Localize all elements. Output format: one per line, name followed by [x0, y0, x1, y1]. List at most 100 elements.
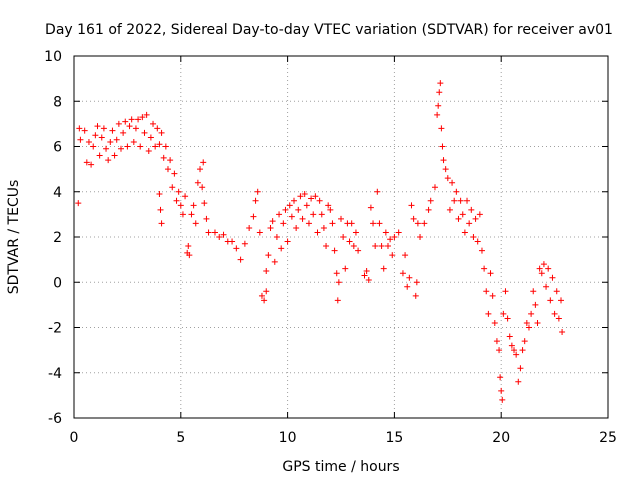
data-point [476, 211, 483, 218]
y-tick-label: 0 [53, 275, 62, 291]
data-point [466, 220, 473, 227]
data-point [517, 365, 524, 372]
data-point [154, 125, 161, 132]
data-point [363, 267, 370, 274]
data-point [278, 245, 285, 252]
data-point [327, 206, 334, 213]
x-tick-label: 10 [279, 430, 297, 446]
data-point [413, 279, 420, 286]
data-point [365, 276, 372, 283]
data-point [444, 175, 451, 182]
data-point [115, 120, 122, 127]
data-point [499, 396, 506, 403]
data-point [559, 329, 566, 336]
data-point [216, 234, 223, 240]
data-point [504, 315, 511, 322]
data-point [107, 138, 114, 145]
data-point [135, 116, 142, 123]
chart-title: Day 161 of 2022, Sidereal Day-to-day VTE… [45, 22, 613, 38]
data-point [314, 229, 321, 236]
data-point [141, 129, 148, 136]
y-tick-label: -4 [48, 366, 62, 382]
data-point [508, 342, 515, 349]
data-point [288, 213, 295, 220]
data-point [464, 197, 471, 204]
data-point [237, 256, 244, 263]
data-point [299, 215, 306, 222]
data-point [558, 297, 565, 304]
data-point [410, 215, 417, 222]
data-point [446, 206, 453, 213]
data-point [461, 229, 468, 236]
data-point [160, 154, 167, 161]
data-point [521, 338, 528, 345]
data-point [395, 229, 402, 236]
data-point [312, 193, 319, 200]
data-point [534, 319, 541, 326]
data-point [496, 347, 503, 354]
data-point [90, 143, 97, 150]
data-point [162, 143, 169, 150]
data-point [474, 238, 481, 245]
data-point [519, 347, 526, 354]
data-point [451, 197, 458, 204]
y-tick-label: 10 [44, 49, 62, 65]
data-point [156, 191, 163, 198]
data-point [96, 152, 103, 159]
data-point [122, 118, 129, 125]
data-point [320, 224, 327, 231]
data-point [76, 125, 83, 132]
data-point [489, 292, 496, 299]
data-point [323, 243, 330, 250]
data-point [528, 310, 535, 317]
data-point [399, 270, 406, 277]
axis-ticks: 0 5 10 15 20 25 -6 -4 -2 0 2 4 6 8 10 [44, 49, 617, 446]
data-point [117, 145, 124, 152]
data-point [293, 224, 300, 231]
data-point [246, 224, 253, 231]
data-point [378, 243, 385, 250]
data-point [192, 220, 199, 227]
data-point [265, 252, 272, 259]
data-point [143, 111, 150, 118]
data-point [197, 166, 204, 173]
data-point [88, 161, 95, 168]
data-point [147, 134, 154, 141]
data-point [515, 378, 522, 385]
data-point [346, 238, 353, 245]
data-point [233, 245, 240, 252]
data-point [547, 297, 554, 304]
data-point [199, 184, 206, 191]
data-point [506, 333, 513, 340]
data-point [261, 297, 268, 304]
data-point [120, 129, 127, 136]
data-point [164, 166, 171, 173]
y-axis-label: SDTVAR / TECUs [6, 180, 22, 295]
data-point [301, 191, 308, 198]
data-point [348, 220, 355, 227]
data-point [286, 202, 293, 209]
data-point [470, 234, 477, 240]
data-point [77, 136, 84, 143]
y-tick-label: 8 [53, 94, 62, 110]
data-point [525, 324, 532, 331]
data-point [316, 197, 323, 204]
data-point [139, 114, 146, 121]
data-point [431, 184, 438, 191]
data-point [384, 243, 391, 250]
data-point [352, 229, 359, 236]
data-point [188, 211, 195, 218]
data-point [404, 283, 411, 290]
data-point [498, 387, 505, 394]
data-point [194, 179, 201, 186]
data-point [282, 206, 289, 213]
data-point [158, 129, 165, 136]
data-point [111, 152, 118, 159]
data-point [276, 211, 283, 218]
data-point [329, 220, 336, 227]
data-point [105, 157, 112, 164]
data-point [355, 247, 362, 254]
data-point [152, 143, 159, 150]
data-point [439, 143, 446, 150]
data-point [551, 310, 558, 317]
